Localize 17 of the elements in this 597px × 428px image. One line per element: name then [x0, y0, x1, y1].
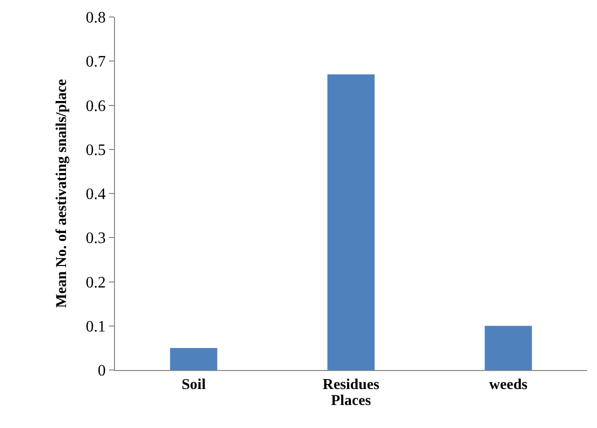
y-tick-label: 0.4 [86, 186, 106, 204]
y-tick-label: 0.5 [86, 142, 106, 159]
x-tick-label: weeds [489, 377, 528, 393]
bar [170, 348, 218, 370]
y-tick-label: 0.3 [86, 230, 106, 248]
x-tick-label: Residues [322, 377, 380, 393]
y-tick-label: 0.6 [86, 98, 106, 115]
y-axis-title: Mean No. of aestivating snails/place [54, 78, 70, 308]
bar [327, 74, 375, 370]
y-tick-label: 0.2 [86, 274, 106, 292]
y-tick-label: 0.1 [86, 318, 106, 336]
x-axis-title: Places [331, 393, 372, 409]
bar [484, 326, 532, 370]
y-tick-label: 0.7 [86, 54, 106, 71]
x-tick-label: Soil [182, 377, 206, 393]
y-tick-label: 0.8 [86, 10, 106, 27]
y-tick-label: 0 [98, 362, 106, 380]
